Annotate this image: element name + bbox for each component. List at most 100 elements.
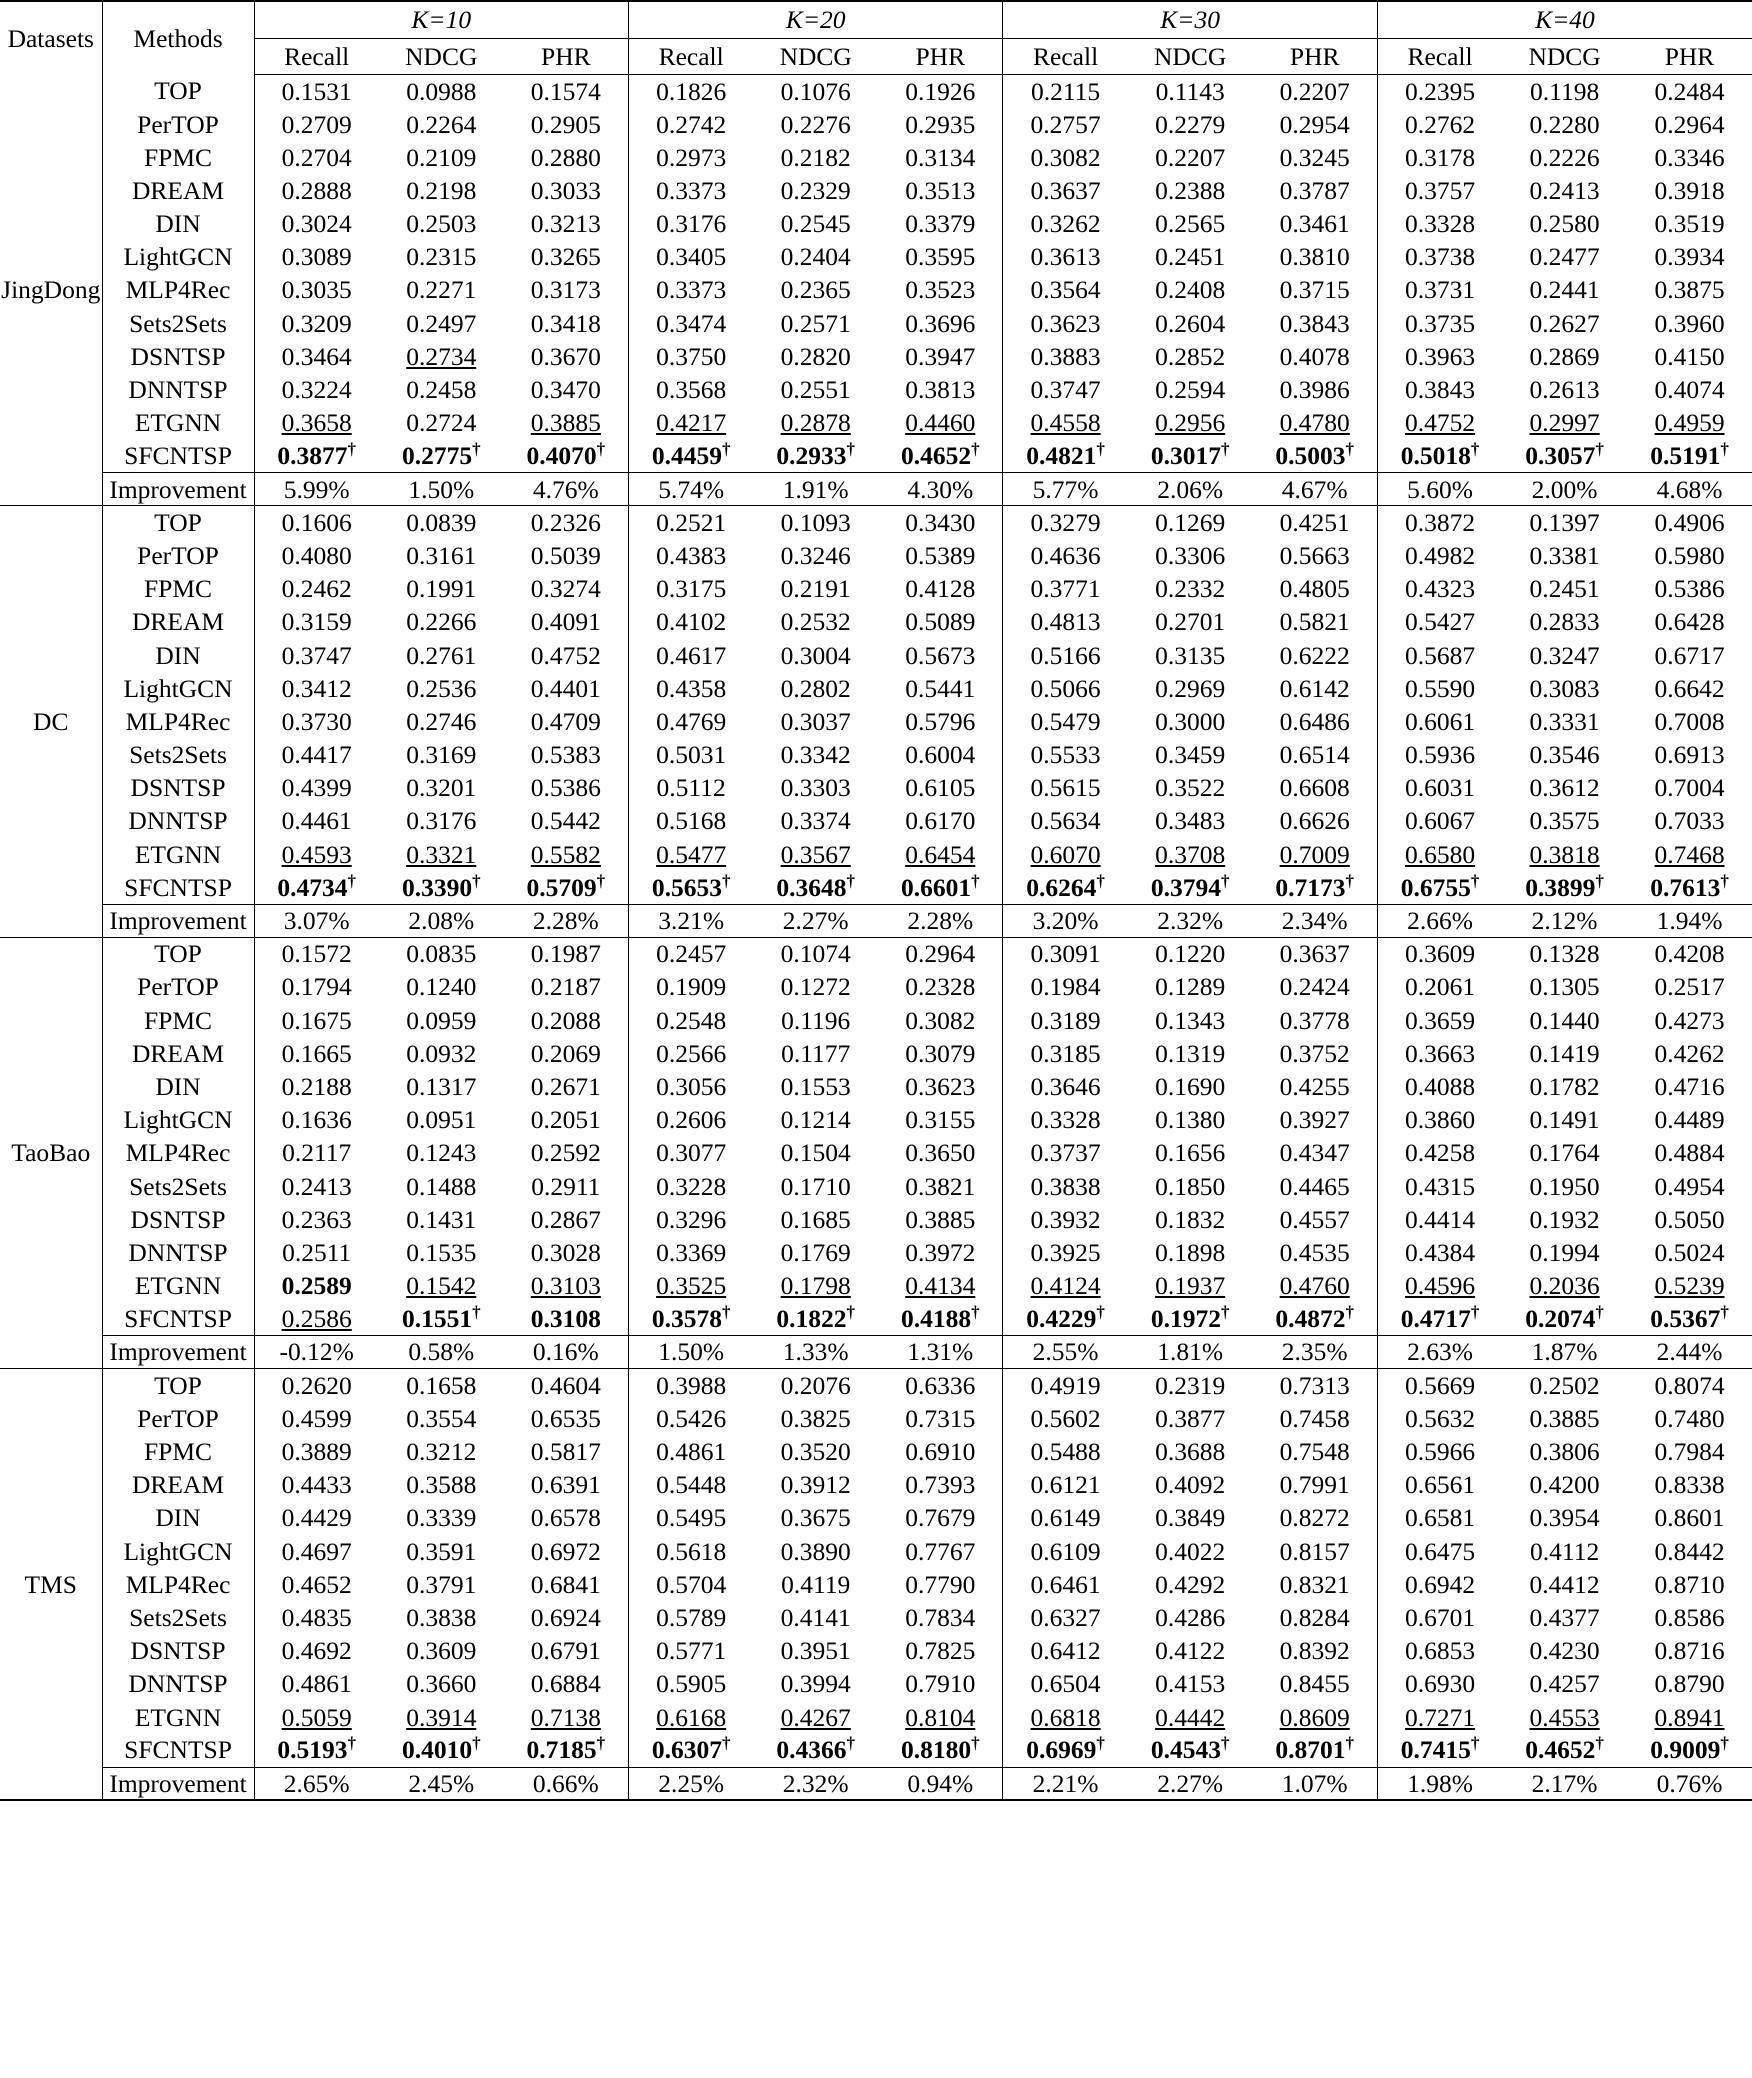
cell-taobao-top-K10-ndcg: 0.0835	[406, 939, 477, 969]
cell-dc-lightgcn-K20-recall: 0.4358	[627, 671, 754, 706]
cell-taobao-dream-K30-recall: 0.3185	[1002, 1036, 1128, 1071]
table-row: SFCNTSP 0.4734† 0.3390† 0.5709† 0.5653† 0.364…	[0, 871, 1752, 905]
cell-tms-dnntsp-K30-phr: 0.8455	[1279, 1669, 1350, 1699]
cell-dc-improvement-K20-recall: 3.21%	[627, 903, 754, 938]
cell-tms-sfcntsp-K40-recall: 0.7415†	[1376, 1733, 1503, 1768]
cell-taobao-dnntsp-K10-recall: 0.2511	[253, 1236, 379, 1270]
cell-taobao-dsntsp-K30-recall: 0.3932	[1002, 1202, 1128, 1237]
cell-jingdong-sfcntsp-K20-phr: 0.4652†	[900, 439, 980, 471]
cell-tms-dream-K20-phr: 0.7393	[905, 1470, 976, 1500]
cell-jingdong-dsntsp-K40-phr: 0.4150	[1654, 341, 1725, 371]
cell-tms-mlp4rec-K20-ndcg: 0.4119	[781, 1569, 851, 1599]
cell-tms-mlp4rec-K10-phr: 0.6841	[530, 1569, 601, 1599]
cell-taobao-dnntsp-K30-ndcg: 0.1898	[1155, 1237, 1226, 1267]
cell-dc-dsntsp-K30-phr: 0.6608	[1279, 773, 1350, 803]
cell-dc-sfcntsp-K30-phr: 0.7173†	[1275, 871, 1355, 902]
cell-dc-mlp4rec-K40-phr: 0.7008	[1654, 706, 1725, 736]
cell-tms-etgnn-K40-phr: 0.8941	[1654, 1702, 1725, 1732]
cell-jingdong-fpmc-K10-recall: 0.2704	[253, 140, 379, 175]
cell-taobao-top-K20-ndcg: 0.1074	[780, 939, 851, 969]
cell-taobao-sets2sets-K10-ndcg: 0.1488	[406, 1171, 477, 1201]
cell-jingdong-dsntsp-K20-phr: 0.3947	[905, 341, 976, 371]
cell-jingdong-top-K40-phr: 0.2484	[1654, 76, 1725, 106]
cell-tms-sets2sets-K40-phr: 0.8586	[1654, 1602, 1725, 1632]
table-body: JingDong TOP 0.1531 0.0988 0.1574 0.1826 0.107…	[0, 74, 1752, 1802]
cell-taobao-din-K30-recall: 0.3646	[1002, 1070, 1128, 1104]
cell-jingdong-improvement-K40-ndcg: 2.00%	[1502, 472, 1628, 507]
cell-taobao-sfcntsp-K40-phr: 0.5367†	[1650, 1302, 1729, 1334]
cell-dc-dream-K10-recall: 0.3159	[253, 605, 379, 639]
method-label-din: DIN	[101, 1070, 255, 1104]
method-label-dream: DREAM	[101, 1468, 255, 1502]
cell-taobao-pertop-K40-ndcg: 0.1305	[1529, 972, 1600, 1002]
cell-tms-pertop-K20-phr: 0.7315	[905, 1403, 976, 1433]
cell-tms-lightgcn-K20-ndcg: 0.3890	[780, 1536, 851, 1566]
cell-dc-dsntsp-K40-phr: 0.7004	[1654, 773, 1725, 803]
header-group-k40-label: K=40	[1535, 5, 1595, 35]
cell-dc-sfcntsp-K10-recall: 0.4734†	[253, 871, 379, 905]
cell-jingdong-sfcntsp-K10-recall: 0.3877†	[253, 439, 379, 473]
table-row: DNNTSP 0.3224 0.2458 0.3470 0.3568 0.2551 0.38…	[0, 373, 1752, 407]
cell-taobao-dream-K20-recall: 0.2566	[627, 1036, 754, 1071]
cell-taobao-dnntsp-K30-phr: 0.4535	[1279, 1237, 1350, 1267]
significance-dagger: †	[1470, 439, 1480, 459]
cell-jingdong-lightgcn-K30-ndcg: 0.2451	[1155, 242, 1226, 272]
cell-dc-improvement-K30-recall: 3.20%	[1002, 903, 1128, 938]
cell-tms-fpmc-K10-phr: 0.5817	[530, 1437, 601, 1467]
cell-tms-mlp4rec-K30-recall: 0.6461	[1002, 1567, 1128, 1602]
cell-jingdong-sfcntsp-K20-ndcg: 0.2933†	[776, 439, 856, 471]
cell-jingdong-sets2sets-K20-ndcg: 0.2571	[780, 308, 851, 338]
cell-jingdong-fpmc-K40-recall: 0.3178	[1376, 140, 1503, 175]
cell-tms-dream-K30-ndcg: 0.4092	[1155, 1470, 1226, 1500]
dataset-label-jingdong: JingDong	[0, 74, 103, 507]
significance-dagger: †	[596, 1733, 606, 1753]
cell-jingdong-dsntsp-K10-recall: 0.3464	[253, 340, 379, 374]
cell-jingdong-etgnn-K10-ndcg: 0.2724	[406, 408, 477, 438]
cell-jingdong-fpmc-K30-phr: 0.3245	[1279, 142, 1350, 172]
cell-taobao-mlp4rec-K20-phr: 0.3650	[905, 1138, 976, 1168]
method-label-lightgcn: LightGCN	[101, 240, 255, 274]
cell-dc-dsntsp-K20-recall: 0.5112	[627, 771, 754, 805]
cell-tms-dream-K40-phr: 0.8338	[1654, 1470, 1725, 1500]
cell-dc-pertop-K10-phr: 0.5039	[530, 540, 601, 570]
cell-dc-dsntsp-K10-phr: 0.5386	[530, 773, 601, 803]
cell-dc-top-K20-recall: 0.2521	[627, 505, 754, 540]
cell-tms-din-K40-ndcg: 0.3954	[1529, 1503, 1600, 1533]
cell-jingdong-dnntsp-K20-phr: 0.3813	[905, 375, 976, 405]
cell-dc-mlp4rec-K20-ndcg: 0.3037	[780, 706, 851, 736]
cell-jingdong-sfcntsp-K20-recall: 0.4459†	[627, 439, 754, 473]
method-label-dsntsp: DSNTSP	[101, 1634, 255, 1668]
cell-jingdong-sets2sets-K40-ndcg: 0.2627	[1529, 308, 1600, 338]
table-row: MLP4Rec 0.4652 0.3791 0.6841 0.5704 0.4119 0.7…	[0, 1567, 1752, 1602]
cell-tms-din-K30-phr: 0.8272	[1279, 1503, 1350, 1533]
cell-taobao-top-K30-ndcg: 0.1220	[1155, 939, 1226, 969]
method-label-dsntsp: DSNTSP	[101, 1202, 255, 1237]
method-label-dnntsp: DNNTSP	[101, 1236, 255, 1270]
cell-taobao-sets2sets-K30-recall: 0.3838	[1002, 1169, 1128, 1203]
cell-jingdong-top-K10-ndcg: 0.0988	[406, 76, 477, 106]
table-row: Sets2Sets 0.4835 0.3838 0.6924 0.5789 0.4141 0…	[0, 1601, 1752, 1635]
method-label-mlp4rec: MLP4Rec	[101, 705, 255, 739]
cell-tms-dsntsp-K10-ndcg: 0.3609	[406, 1636, 477, 1666]
cell-dc-dream-K20-recall: 0.4102	[627, 605, 754, 639]
method-label-fpmc: FPMC	[101, 1435, 255, 1469]
cell-taobao-top-K20-phr: 0.2964	[905, 939, 976, 969]
cell-jingdong-din-K40-ndcg: 0.2580	[1529, 209, 1600, 239]
method-label-dnntsp: DNNTSP	[101, 1667, 255, 1701]
cell-jingdong-din-K10-recall: 0.3024	[253, 207, 379, 241]
header-metric-ndcg-k30: NDCG	[1127, 38, 1253, 75]
cell-taobao-sets2sets-K40-ndcg: 0.1950	[1529, 1171, 1600, 1201]
cell-tms-pertop-K40-ndcg: 0.3885	[1529, 1403, 1600, 1433]
cell-tms-dnntsp-K40-recall: 0.6930	[1376, 1667, 1503, 1701]
significance-dagger: †	[721, 1733, 731, 1753]
cell-taobao-dream-K40-phr: 0.4262	[1654, 1038, 1725, 1068]
cell-dc-din-K30-recall: 0.5166	[1002, 638, 1128, 672]
cell-tms-dream-K40-recall: 0.6561	[1376, 1468, 1503, 1502]
cell-taobao-lightgcn-K10-phr: 0.2051	[530, 1105, 601, 1135]
significance-dagger: †	[1720, 439, 1729, 459]
cell-tms-dsntsp-K40-phr: 0.8716	[1654, 1636, 1725, 1666]
cell-taobao-dream-K40-recall: 0.3663	[1376, 1036, 1503, 1071]
table-row: DNNTSP 0.4861 0.3660 0.6884 0.5905 0.3994 0.79…	[0, 1667, 1752, 1701]
method-label-pertop: PerTOP	[101, 107, 255, 141]
cell-jingdong-sets2sets-K30-phr: 0.3843	[1279, 308, 1350, 338]
